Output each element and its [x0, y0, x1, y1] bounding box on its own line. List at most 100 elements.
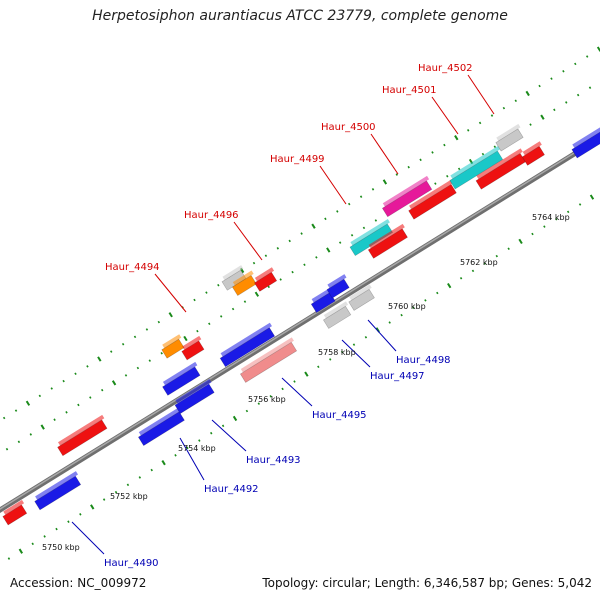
- label-leader-line: [211, 419, 247, 452]
- gene-feature-top: [35, 471, 79, 500]
- scale-tick: [7, 557, 11, 560]
- gene-feature-top: [311, 287, 333, 303]
- scale-tick: [352, 343, 356, 346]
- gene-feature: [367, 223, 408, 259]
- backbone-line: [0, 135, 600, 513]
- scale-label: 5750 kbp: [42, 543, 80, 552]
- scale-tick: [578, 203, 582, 206]
- scale-tick: [86, 365, 89, 368]
- gene-label-haur_4495: Haur_4495: [312, 410, 367, 421]
- gene-feature: [571, 119, 600, 159]
- scale-tick: [502, 106, 506, 110]
- scale-tick: [254, 291, 260, 297]
- gene-feature: [381, 175, 433, 218]
- scale-tick: [424, 299, 427, 302]
- gene-feature-body: [219, 327, 276, 368]
- scale-tick: [566, 210, 570, 214]
- gene-label-haur_4494: Haur_4494: [105, 262, 160, 273]
- scale-tick: [350, 233, 354, 237]
- gene-feature: [2, 499, 28, 526]
- gene-feature: [161, 334, 185, 359]
- gene-label-haur_4496: Haur_4496: [184, 210, 239, 221]
- scale-tick: [454, 135, 459, 141]
- scale-tick: [198, 439, 201, 442]
- gene-feature-body: [323, 305, 352, 329]
- gene-label-haur_4498: Haur_4498: [396, 355, 451, 366]
- gene-feature: [495, 123, 524, 152]
- gene-feature-body: [348, 288, 375, 311]
- gene-feature-top: [138, 406, 182, 436]
- scale-tick: [281, 387, 284, 391]
- gene-feature-body: [521, 145, 545, 166]
- accession-text: Accession: NC_009972: [10, 576, 147, 590]
- scale-tick: [25, 400, 31, 406]
- scale-tick: [111, 380, 117, 386]
- scale-tick: [446, 174, 449, 178]
- gene-feature: [232, 270, 257, 296]
- scale-tick: [364, 335, 368, 339]
- scale-tick: [29, 433, 33, 436]
- scale-tick: [459, 276, 463, 280]
- label-leader-line: [233, 221, 263, 261]
- scale-label: 5764 kbp: [532, 213, 570, 222]
- scale-tick: [138, 476, 142, 479]
- scale-tick: [529, 123, 532, 126]
- scale-tick: [89, 396, 92, 399]
- topology-text: Topology: circular; Length: 6,346,587 bp…: [262, 576, 592, 590]
- scale-label: 5756 kbp: [248, 395, 286, 404]
- scale-label: 5762 kbp: [460, 258, 498, 267]
- scale-tick: [407, 165, 410, 169]
- scale-tick: [518, 238, 523, 245]
- scale-tick: [565, 101, 568, 104]
- gene-feature: [34, 471, 82, 511]
- scale-tick: [90, 504, 95, 510]
- scale-tick: [303, 263, 306, 267]
- gene-feature: [521, 141, 545, 166]
- scale-tick: [231, 307, 235, 311]
- scale-tick: [264, 254, 268, 257]
- gene-feature-top: [572, 119, 600, 148]
- scale-tick: [550, 77, 553, 80]
- scale-label: 5758 kbp: [318, 348, 356, 357]
- scale-tick: [168, 312, 173, 318]
- scale-tick: [466, 129, 470, 132]
- scale-tick: [304, 371, 309, 377]
- gene-feature-top: [162, 334, 182, 349]
- scale-tick: [588, 86, 592, 89]
- scale-tick: [150, 468, 153, 472]
- gene-feature-top: [182, 335, 202, 350]
- scale-tick: [288, 239, 291, 243]
- scale-tick: [293, 380, 296, 383]
- scale-tick: [196, 329, 199, 333]
- label-leader-line: [431, 96, 459, 135]
- gene-feature-top: [382, 175, 430, 207]
- scale-tick: [97, 356, 102, 362]
- scale-tick: [126, 483, 130, 487]
- scale-tick: [18, 548, 24, 554]
- scale-tick: [543, 225, 546, 228]
- gene-label-haur_4497: Haur_4497: [370, 371, 425, 382]
- scale-tick: [388, 321, 391, 324]
- scale-tick: [145, 328, 149, 331]
- scale-tick: [65, 411, 68, 414]
- gene-feature-body: [162, 366, 201, 396]
- scale-tick: [315, 256, 318, 259]
- gene-feature-top: [175, 379, 212, 404]
- scale-tick: [447, 282, 452, 289]
- gene-feature: [137, 406, 185, 447]
- scale-tick: [252, 261, 256, 265]
- scale-tick: [562, 70, 565, 73]
- scale-label: 5754 kbp: [178, 444, 216, 453]
- scale-tick: [55, 527, 58, 531]
- scale-tick: [43, 535, 46, 538]
- scale-tick: [490, 114, 494, 117]
- gene-feature-top: [222, 265, 244, 281]
- scale-tick: [161, 460, 166, 466]
- gene-feature-body: [2, 504, 28, 526]
- scale-tick: [219, 315, 223, 318]
- scale-tick: [267, 285, 270, 289]
- scale-tick: [193, 298, 196, 302]
- scale-tick: [338, 241, 342, 244]
